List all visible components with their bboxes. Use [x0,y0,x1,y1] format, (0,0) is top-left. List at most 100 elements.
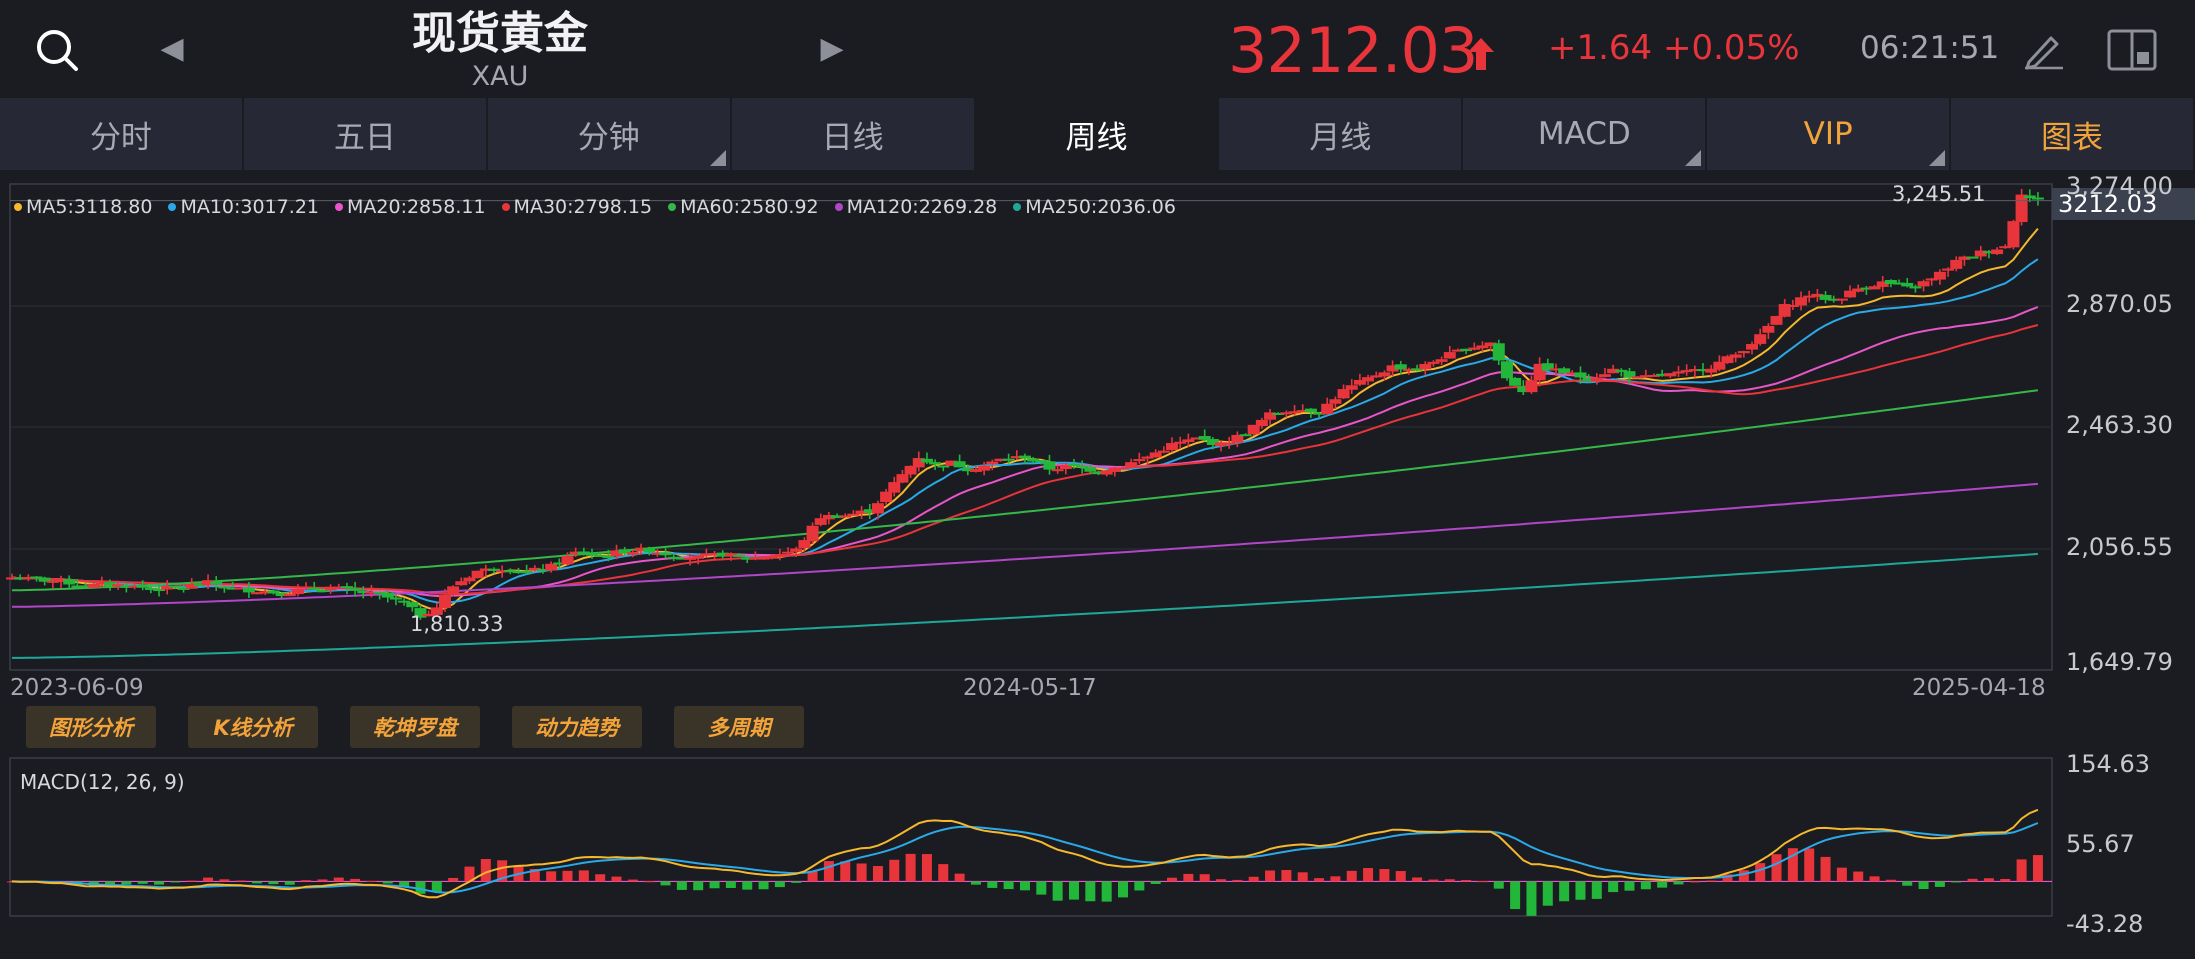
macd-histogram-bar [1428,879,1439,882]
candle [22,574,35,582]
search-icon[interactable] [22,20,92,80]
macd-chart[interactable] [0,750,2195,959]
macd-histogram-bar [1526,881,1537,916]
candle-body [1844,290,1857,298]
tab-5[interactable]: 月线 [1219,98,1464,170]
candle-body [618,549,631,554]
candle-body [1190,437,1203,440]
tab-0[interactable]: 分时 [0,98,244,170]
date-axis-label: 2025-04-18 [1912,675,2046,701]
macd-histogram-bar [872,866,883,882]
candle [185,578,198,589]
candle [1272,412,1285,416]
candle [1451,348,1464,352]
macd-histogram-bar [170,881,181,883]
ma-line-120 [12,482,2038,608]
candle-body [79,585,92,588]
candle [733,553,746,557]
high-annotation: 3,245.51 [1892,182,1986,206]
candle-body [594,555,607,558]
analysis-tool-button[interactable]: 图形分析 [26,706,156,748]
candle-body [1157,450,1170,453]
ma-line-20 [11,306,2039,597]
ma-color-dot-icon [501,203,510,211]
macd-histogram-bar [1853,871,1864,882]
candle-body [365,591,378,594]
macd-histogram-bar [1575,881,1586,900]
candle-body [161,585,174,590]
candle-body [1296,410,1309,413]
tab-6[interactable]: MACD [1463,98,1708,170]
macd-histogram-bar [1248,876,1259,882]
tab-1[interactable]: 五日 [244,98,488,170]
candle [38,576,51,586]
candle [1149,449,1162,458]
pen-draw-icon[interactable] [2018,26,2068,74]
candle [63,575,76,589]
candle [1231,431,1244,448]
candle-body [202,580,215,586]
next-instrument-icon[interactable]: ▶ [820,30,844,66]
candle-body [226,587,239,590]
candle [406,601,419,612]
tab-2[interactable]: 分钟 [488,98,732,170]
candle-body [1329,399,1342,404]
tab-4[interactable]: 周线 [975,98,1220,170]
macd-histogram-bar [823,861,834,882]
candle-body [496,570,509,573]
macd-histogram-bar [268,881,279,885]
analysis-tool-button[interactable]: 乾坤罗盘 [350,706,480,748]
candle-body [1059,464,1072,470]
analysis-tool-button[interactable]: K线分析 [188,706,318,748]
tab-7[interactable]: VIP [1707,98,1952,170]
candle-body [1010,456,1023,459]
candle-body [700,553,713,556]
candle-body [1264,412,1277,420]
candle [1950,256,1963,272]
candle-body [1272,413,1285,416]
candle-body [1239,434,1252,437]
tab-8[interactable]: 图表 [1951,98,2195,170]
candle-body [675,557,688,560]
candle [1239,433,1252,437]
candle-body [1100,471,1113,475]
candle [112,582,125,590]
layout-switch-icon[interactable] [2104,26,2160,74]
macd-histogram-bar [742,881,753,890]
candle [1844,285,1857,298]
candle [528,565,541,572]
macd-histogram-bar [954,873,965,882]
candle-body [1484,342,1497,347]
candle [1737,350,1750,358]
candle [1321,397,1334,416]
candle-body [994,458,1007,461]
tab-3[interactable]: 日线 [732,98,976,170]
candle-body [871,503,884,514]
candle-body [1795,297,1808,306]
price-chart[interactable] [0,170,2195,680]
candle-body [888,482,901,493]
macd-histogram-bar [578,870,589,882]
candle-body [6,577,18,580]
candle-body [1027,458,1040,462]
ma-legend-label: MA20:2858.11 [347,196,486,218]
candle [904,465,917,478]
candle [1084,464,1097,475]
previous-instrument-icon[interactable]: ◀ [160,30,184,66]
candle-body [1370,375,1383,378]
macd-histogram-bar [1117,881,1128,898]
current-price-tag: 3212.03 [2052,188,2195,220]
candle [95,576,108,588]
macd-histogram-bar [1689,881,1700,883]
candle-body [185,584,198,589]
analysis-tool-bar: 图形分析 K线分析 乾坤罗盘 动力趋势 多周期 [26,706,804,748]
macd-histogram-bar [2016,859,2027,882]
candle-body [1729,354,1742,358]
analysis-tool-button[interactable]: 多周期 [674,706,804,748]
macd-frame [9,757,2053,917]
analysis-tool-button[interactable]: 动力趋势 [512,706,642,748]
candle-body [896,474,909,483]
candle-body [479,568,492,571]
candle-body [1541,363,1554,371]
candle [275,592,288,599]
